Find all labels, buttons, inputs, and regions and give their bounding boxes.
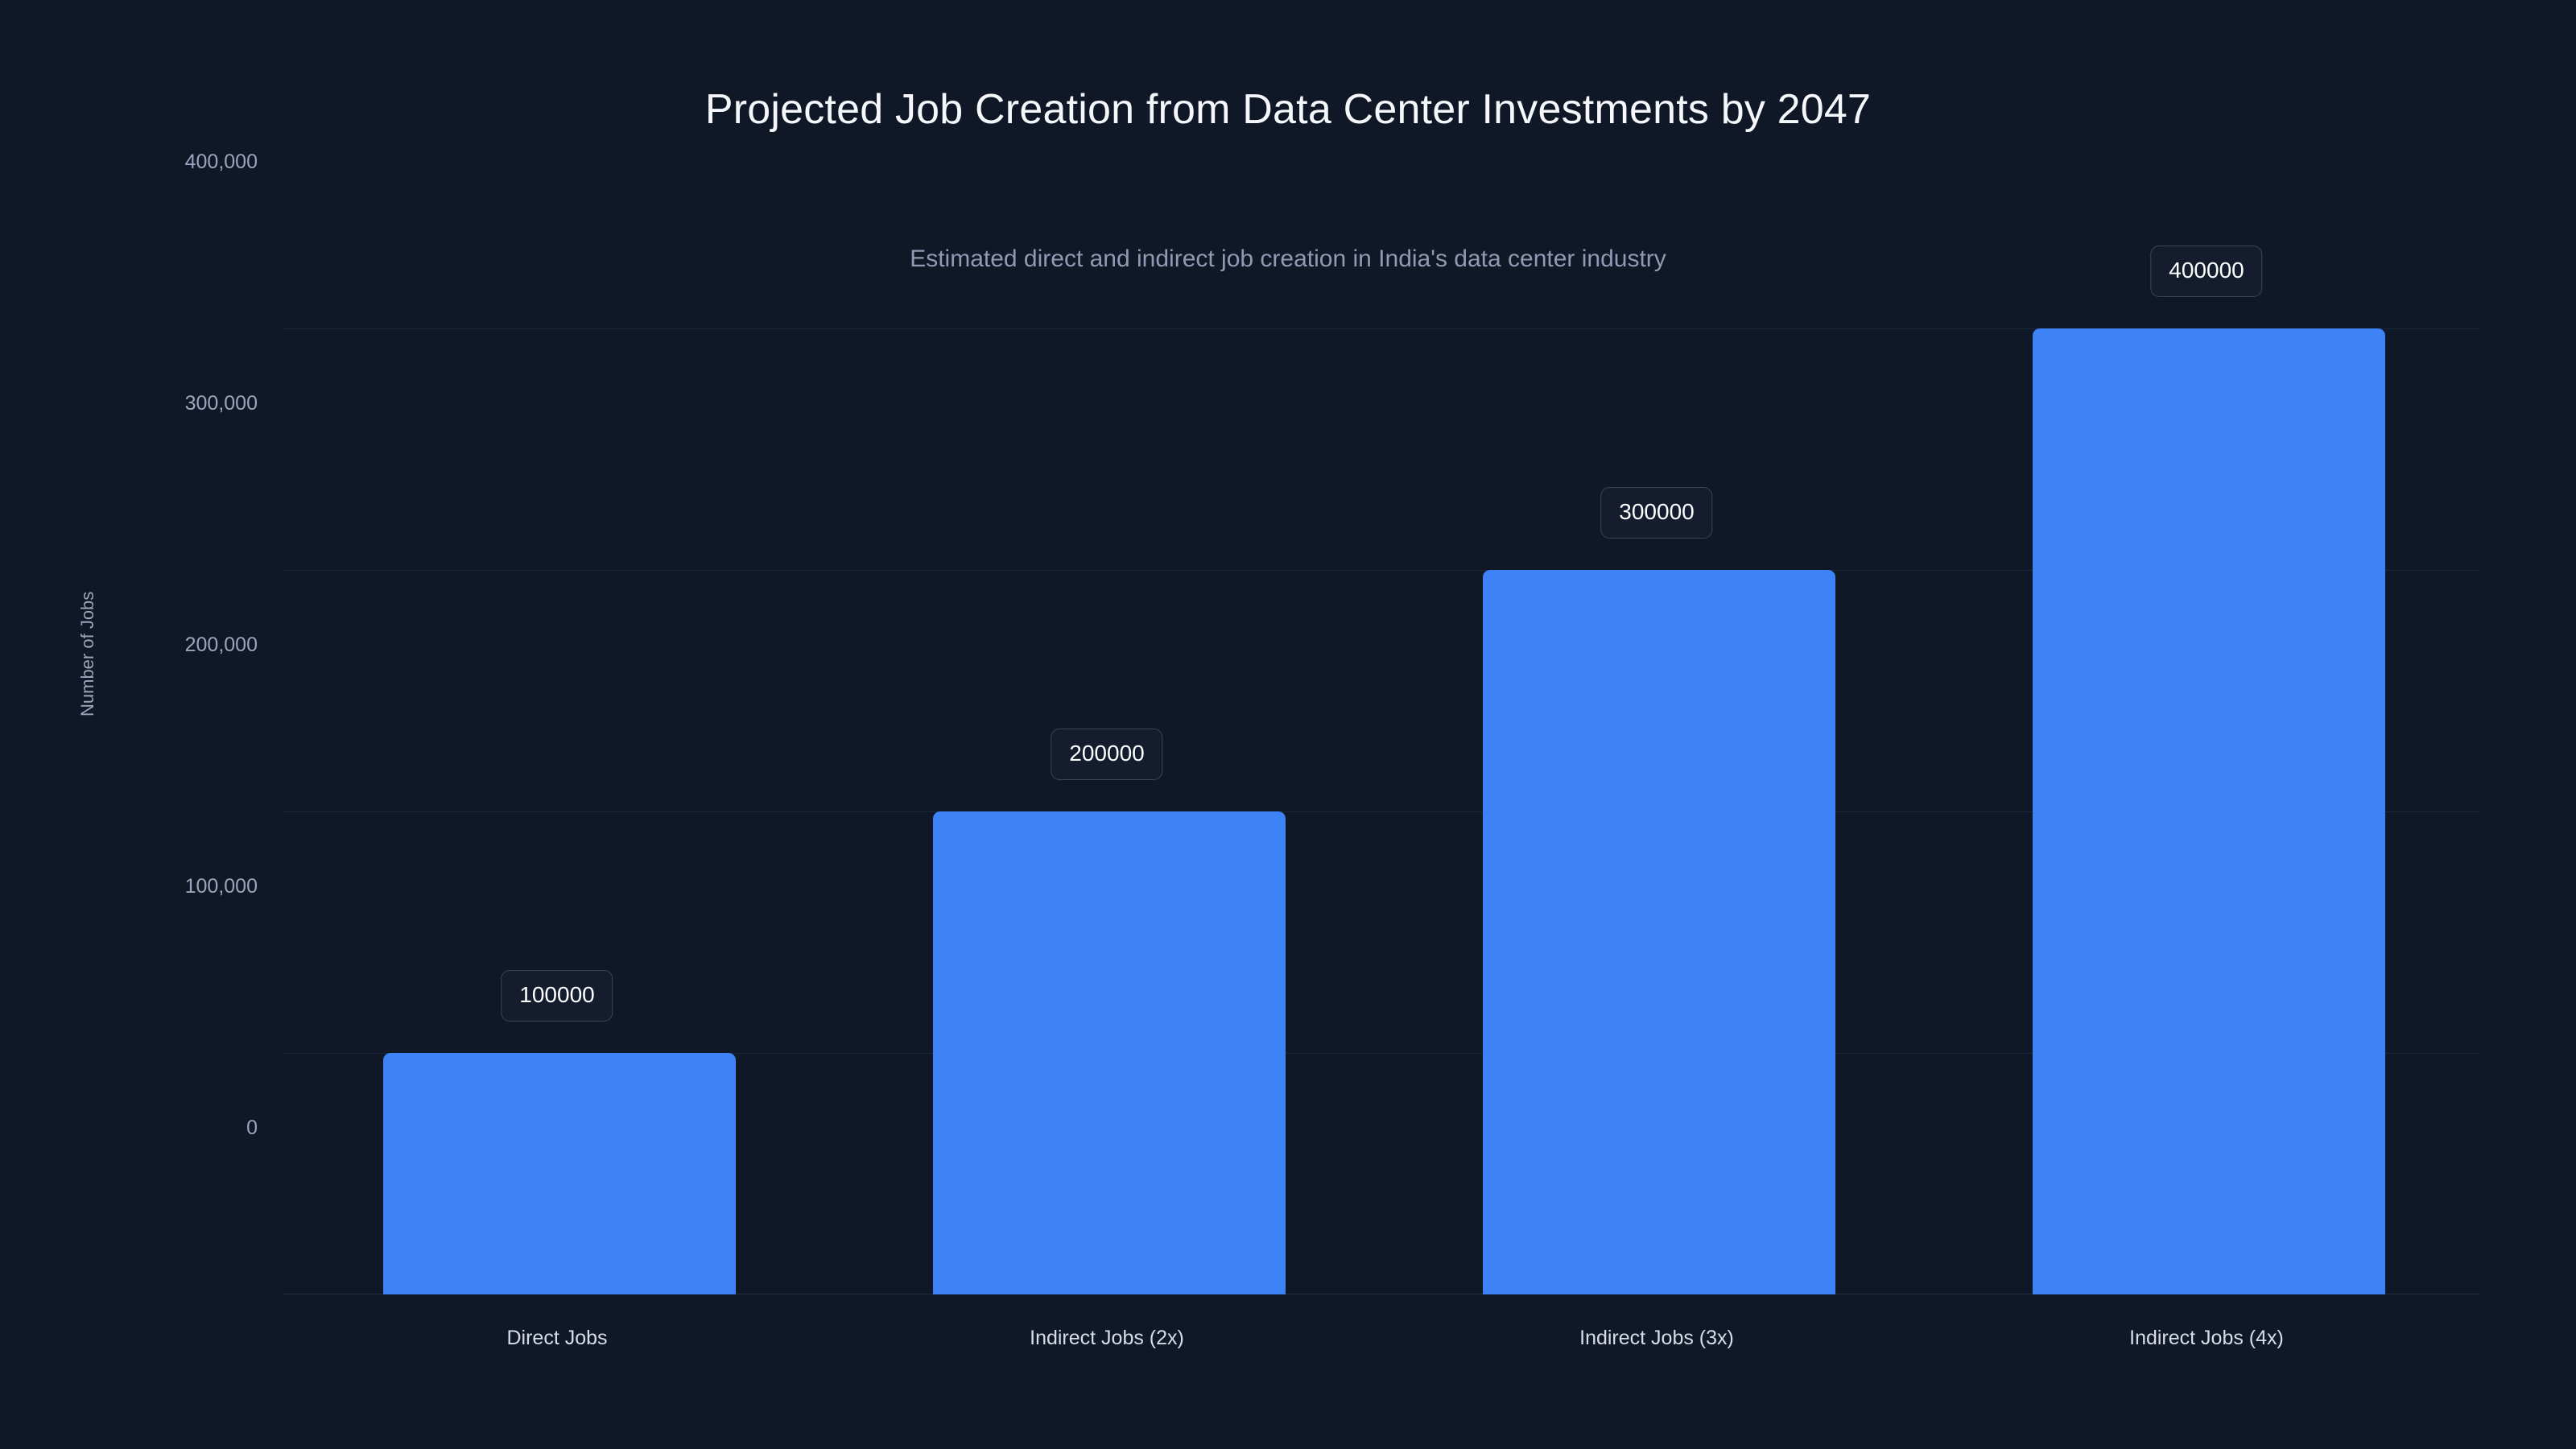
plot-area (283, 328, 2479, 1294)
bar-indirect-jobs-4x[interactable] (2033, 328, 2385, 1294)
x-axis-category-label: Direct Jobs (506, 1327, 608, 1349)
gridline-400000 (283, 328, 2479, 329)
chart-subtitle: Estimated direct and indirect job creati… (910, 246, 1666, 272)
gridline-100000 (283, 1053, 2479, 1054)
gridline-300000 (283, 570, 2479, 571)
x-axis-category-label: Indirect Jobs (3x) (1579, 1327, 1734, 1349)
bar-value-label: 400000 (2150, 246, 2263, 297)
y-axis-title: Number of Jobs (77, 591, 97, 716)
x-axis-category-label: Indirect Jobs (2x) (1030, 1327, 1184, 1349)
bar-value-label: 200000 (1051, 729, 1163, 780)
bar-value-label: 300000 (1600, 487, 1713, 539)
y-axis-tick-label: 200,000 (184, 634, 258, 656)
x-axis-category-label: Indirect Jobs (4x) (2129, 1327, 2284, 1349)
chart-title: Projected Job Creation from Data Center … (704, 86, 1872, 133)
y-axis-tick-label: 300,000 (184, 392, 258, 415)
y-axis-tick-label: 100,000 (184, 875, 258, 898)
bar-direct-jobs[interactable] (383, 1053, 736, 1294)
bar-indirect-jobs-2x[interactable] (933, 811, 1286, 1294)
gridline-200000 (283, 811, 2479, 812)
y-axis-tick-label: 400,000 (184, 151, 258, 173)
bar-indirect-jobs-3x[interactable] (1483, 570, 1835, 1294)
y-axis-tick-label: 0 (246, 1117, 258, 1139)
bar-value-label: 100000 (501, 970, 613, 1022)
